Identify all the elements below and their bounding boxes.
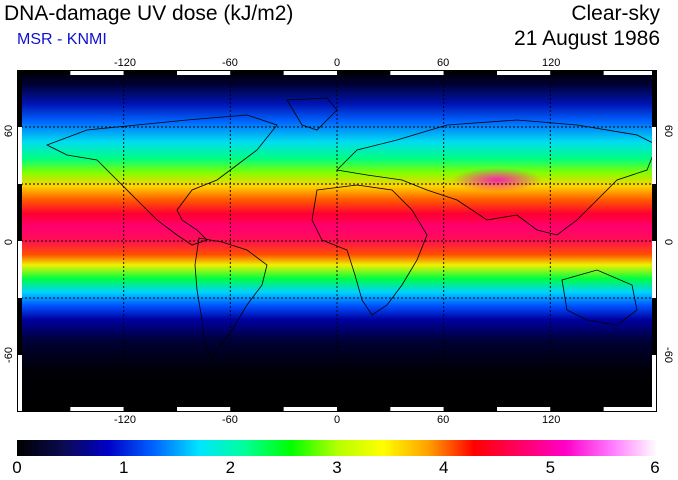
colorbar-label: 3: [332, 458, 342, 477]
lat-tick-left: 60: [3, 124, 15, 138]
colorbar: [17, 440, 657, 456]
chart-title: DNA-damage UV dose (kJ/m2): [4, 2, 294, 25]
map-frame: [17, 70, 657, 412]
greenland-outline: [286, 97, 338, 131]
lon-tick-top: 60: [437, 57, 450, 69]
lon-tick-bottom: 60: [437, 414, 450, 426]
antarctica-outline: [17, 384, 657, 393]
lat-tick-left: 0: [3, 238, 15, 246]
lon-tick-bottom: 0: [334, 414, 341, 426]
colorbar-gradient: [17, 440, 657, 456]
south-america-outline: [194, 237, 268, 361]
uv-hotspot: [452, 168, 542, 192]
coastlines: [17, 97, 657, 393]
eurasia-outline: [336, 119, 657, 236]
colorbar-label: 2: [225, 458, 236, 477]
lon-tick-top: 120: [542, 57, 561, 69]
lon-tick-bottom: -120: [114, 414, 137, 426]
colorbar-label: 4: [438, 458, 449, 477]
lat-tick-left: -60: [3, 347, 15, 363]
graticule: [17, 70, 657, 412]
lon-tick-top: -60: [222, 57, 238, 69]
lon-tick-bottom: -60: [222, 414, 238, 426]
colorbar-label: 1: [118, 458, 129, 477]
lon-tick-bottom: 120: [542, 414, 561, 426]
lon-tick-top: -120: [114, 57, 137, 69]
lon-tick-top: 0: [334, 57, 341, 69]
north-america-outline: [46, 114, 278, 246]
australia-outline: [561, 269, 638, 326]
date-label: 21 August 1986: [514, 27, 660, 50]
lat-tick-right: 60: [662, 124, 674, 138]
colorbar-label: 0: [12, 458, 22, 477]
sky-condition-label: Clear-sky: [571, 2, 660, 25]
lat-tick-right: 0: [662, 238, 674, 246]
africa-outline: [311, 184, 428, 316]
colorbar-label: 5: [545, 458, 556, 477]
colorbar-label: 6: [650, 458, 660, 477]
lat-tick-right: -60: [662, 347, 674, 363]
uv-dose-world-map: [17, 70, 657, 412]
chart-subtitle: MSR - KNMI: [17, 31, 107, 48]
